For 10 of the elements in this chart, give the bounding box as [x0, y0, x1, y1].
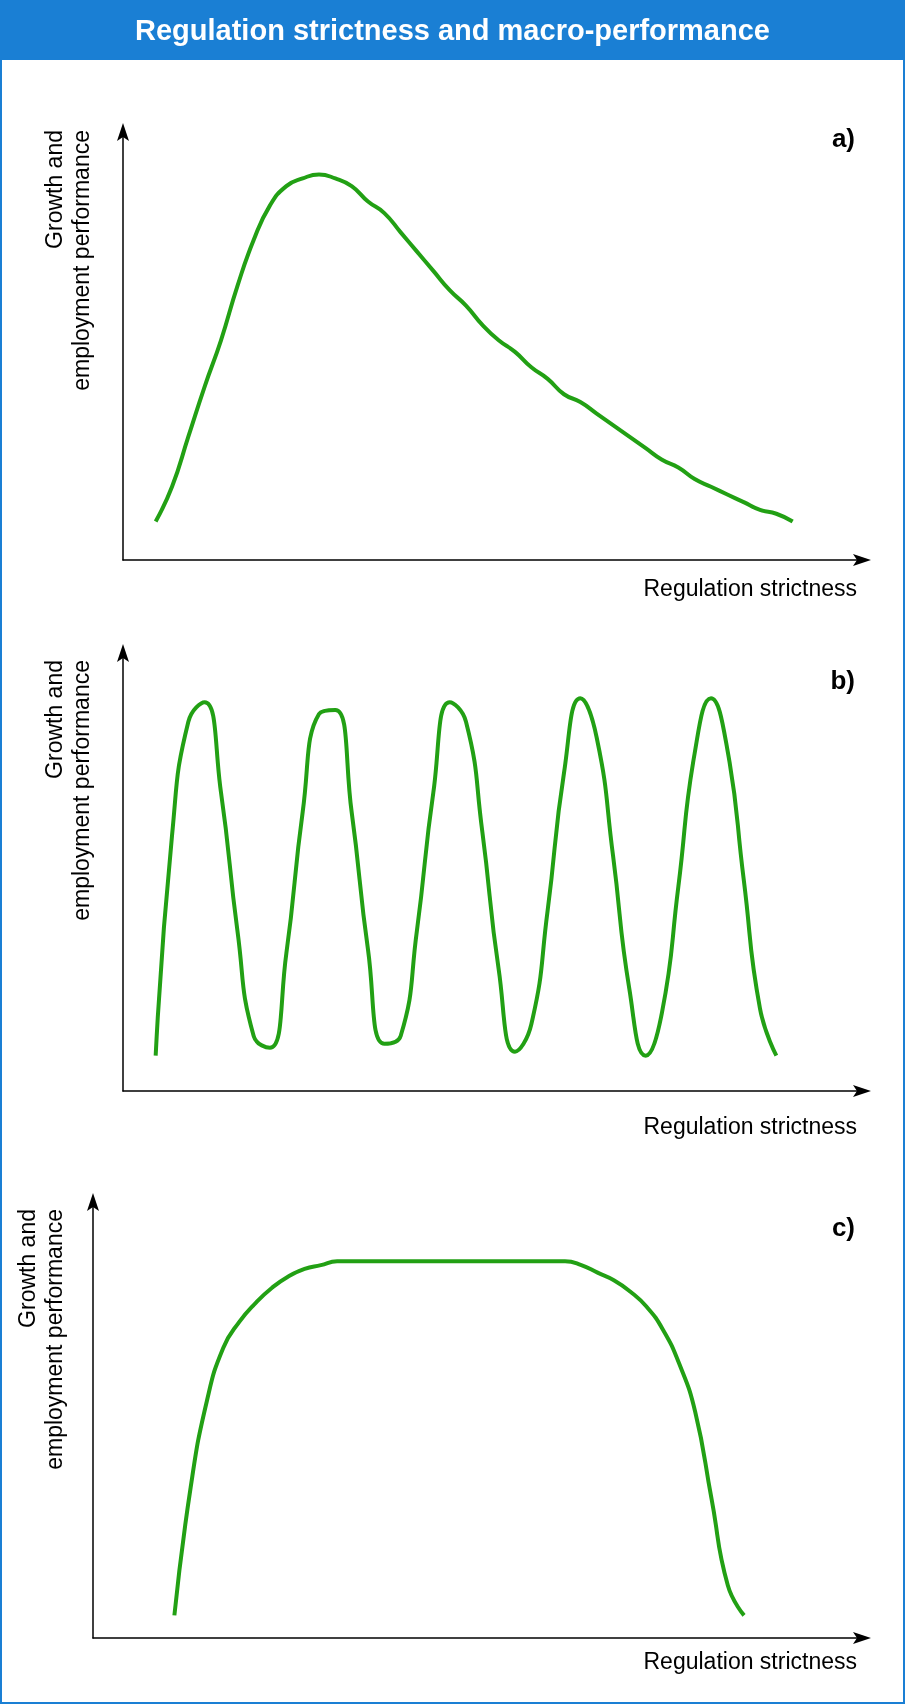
y-axis-title: Growth and employment performance: [13, 1209, 67, 1470]
y-axis-title: Growth and employment performance: [40, 660, 94, 921]
chart-title: Regulation strictness and macro-performance: [0, 0, 905, 60]
text: c): [831, 1212, 856, 1242]
x-axis-title: Regulation strictness: [643, 1647, 858, 1674]
text: b): [830, 665, 856, 695]
y-axis-title: Growth and employment performance: [40, 130, 94, 391]
x-axis-title: Regulation strictness: [643, 574, 858, 601]
text: a): [831, 123, 856, 153]
x-axis-title: Regulation strictness: [643, 1112, 858, 1139]
